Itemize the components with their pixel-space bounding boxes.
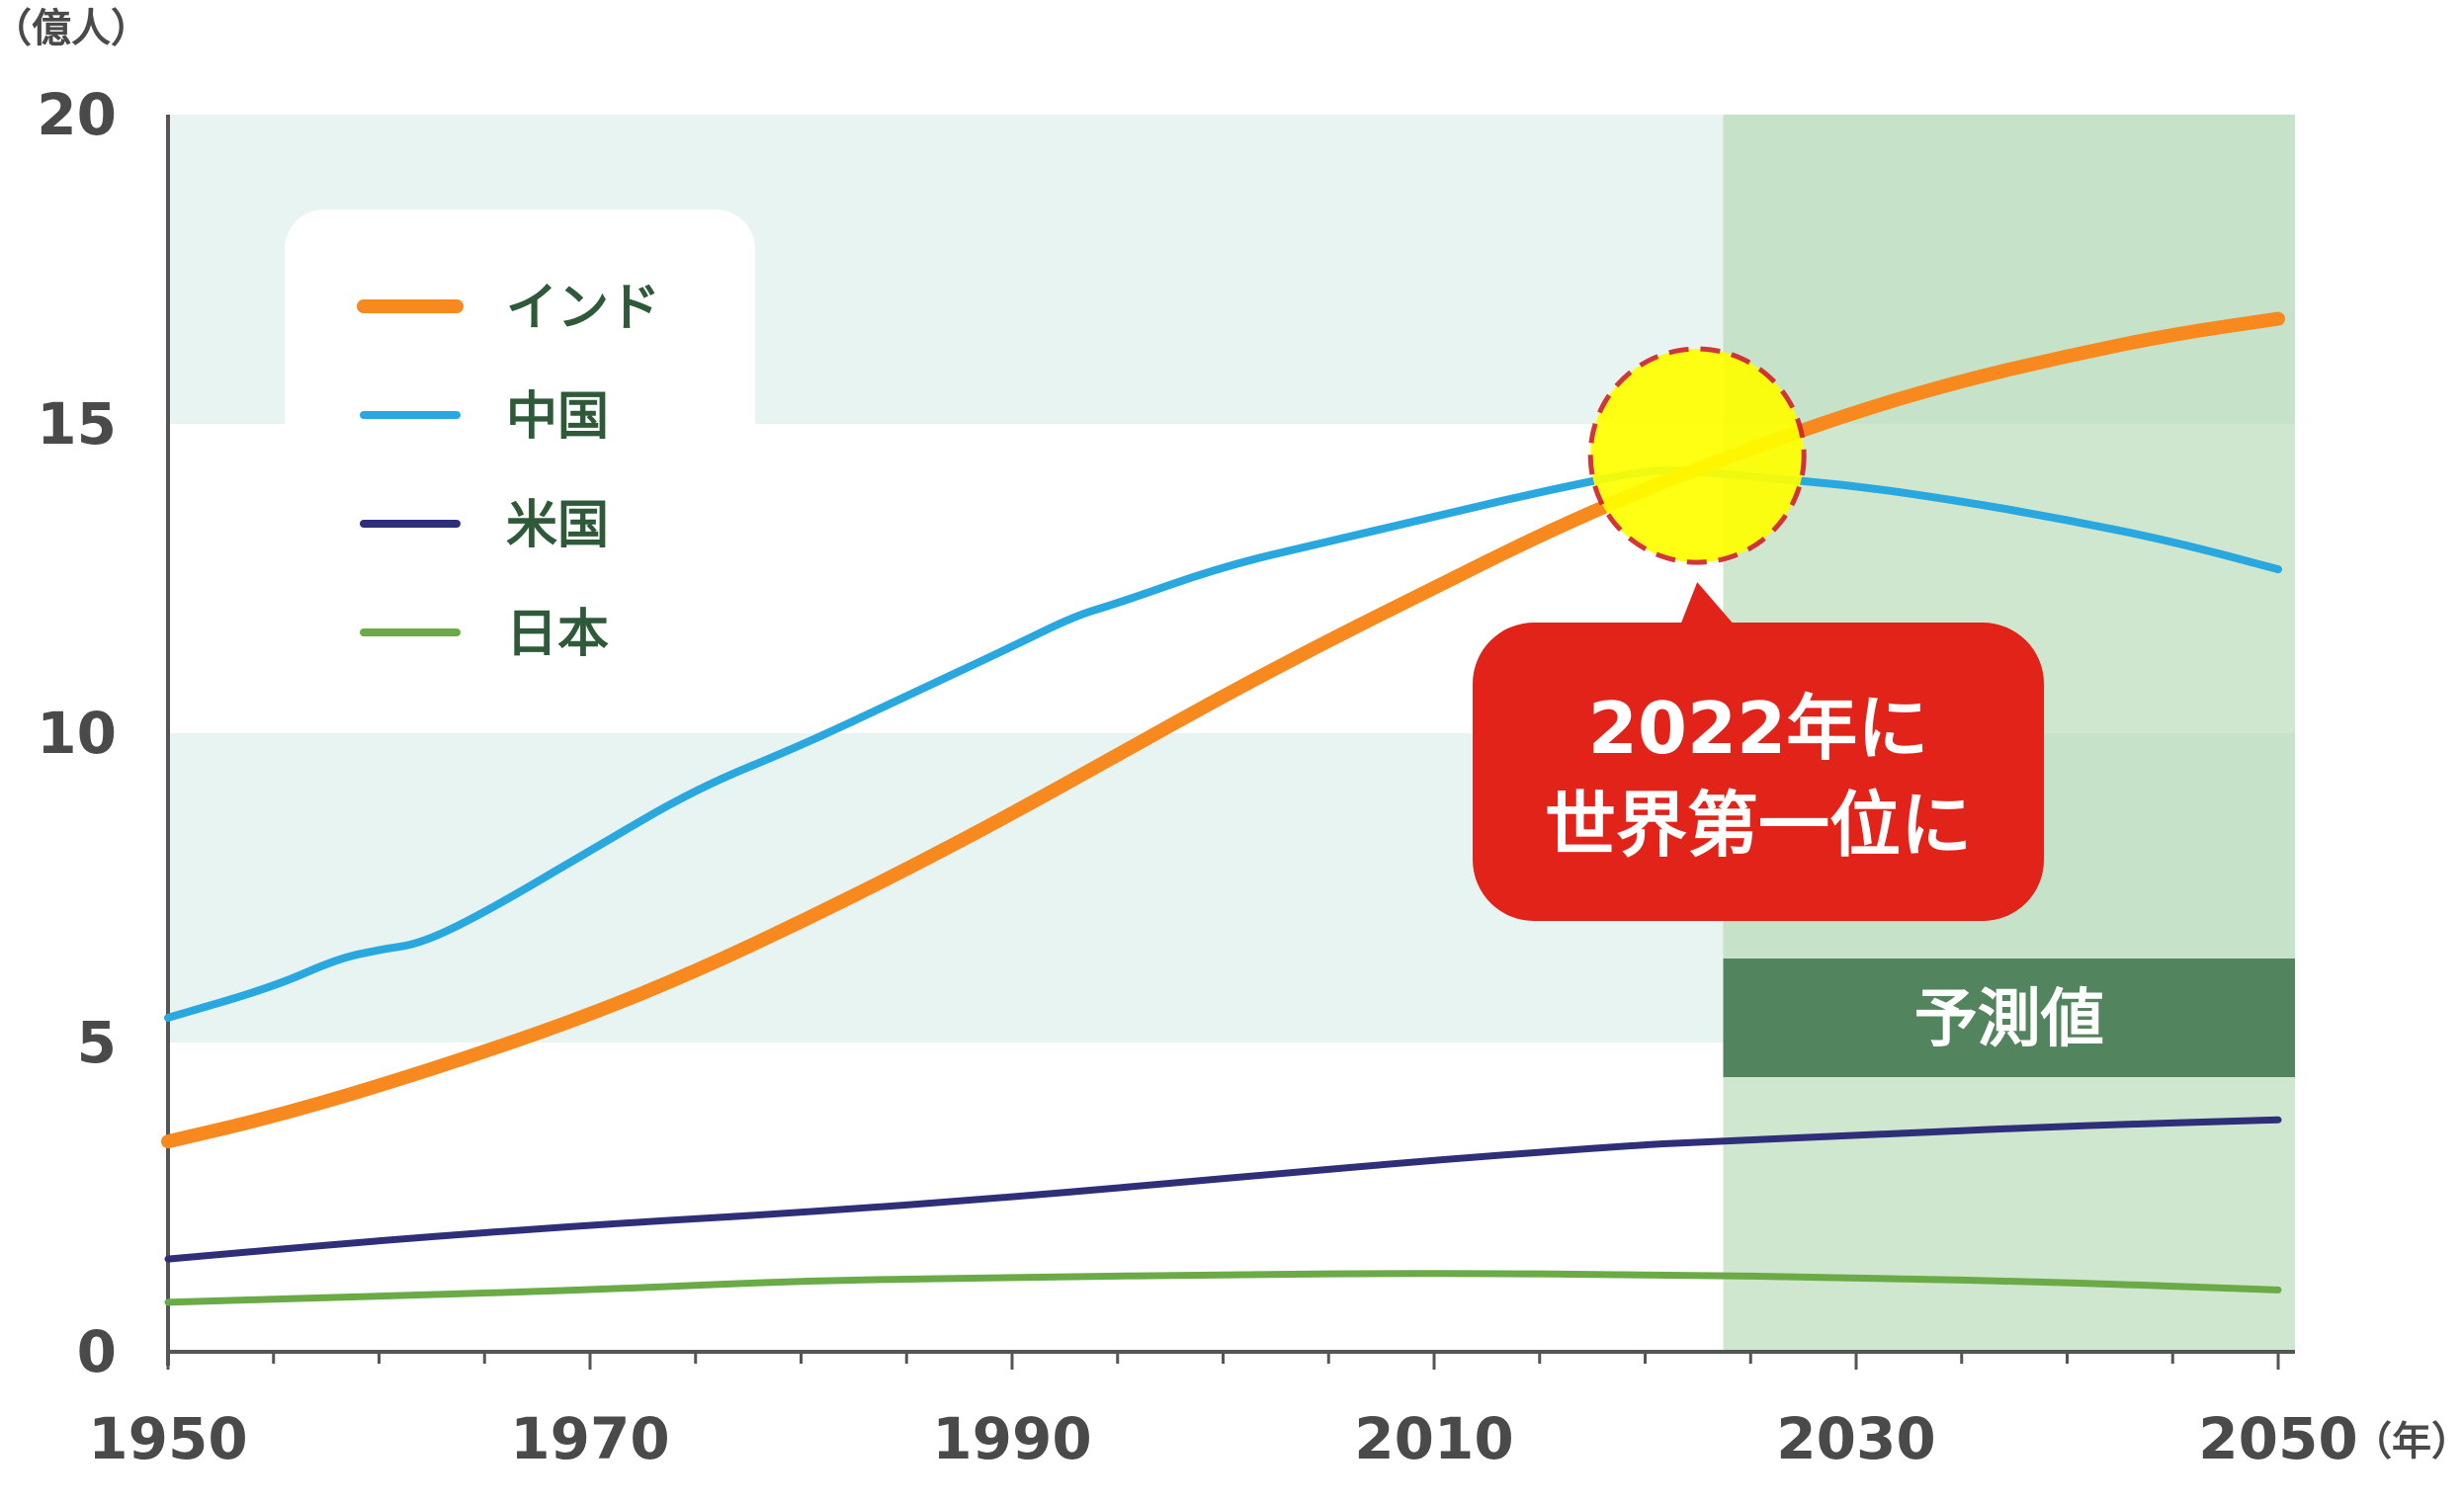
y-tick-label: 0 — [77, 1318, 117, 1385]
series-line — [161, 311, 2285, 1149]
forecast-label: 予測値 — [1723, 959, 2295, 1077]
y-axis-unit: （億人） — [0, 6, 150, 51]
axes: 1950 1970 1990 2010 2030 2050 0 5 10 15 20 — [37, 81, 2357, 1472]
x-tick-label: 1990 — [932, 1405, 1091, 1472]
legend-label: 中国 — [506, 387, 609, 447]
y-tick-label: 15 — [37, 390, 117, 458]
x-tick-label: 2050 — [2198, 1405, 2357, 1472]
callout-box — [1473, 623, 2044, 921]
y-tick-label: 10 — [37, 700, 117, 767]
x-tick-label: 1970 — [510, 1405, 669, 1472]
callout-line-2: 世界第一位に — [1545, 784, 1972, 867]
x-tick-label: 1950 — [88, 1405, 247, 1472]
legend-box — [285, 209, 755, 696]
legend-label: 米国 — [506, 496, 609, 555]
series-line — [164, 1270, 2282, 1306]
series-lines — [161, 311, 2285, 1306]
crossover-highlight — [1587, 346, 1807, 565]
legend-label: 日本 — [506, 605, 609, 664]
y-tick-label: 20 — [37, 81, 117, 148]
series-line — [164, 1116, 2282, 1263]
callout-line-1: 2022年に — [1588, 687, 1928, 770]
forecast-label-bg — [1723, 959, 2295, 1077]
y-tick-label: 5 — [77, 1009, 117, 1076]
callout-tail — [1677, 582, 1742, 632]
x-axis-unit: （年） — [2352, 1419, 2464, 1464]
forecast-label-text: 予測値 — [1914, 983, 2104, 1056]
x-tick-label: 2030 — [1776, 1405, 1935, 1472]
x-tick-label: 2010 — [1354, 1405, 1513, 1472]
legend-label: インド — [506, 279, 660, 338]
series-line — [164, 465, 2282, 1022]
callout-bubble: 2022年に 世界第一位に — [1473, 582, 2044, 921]
